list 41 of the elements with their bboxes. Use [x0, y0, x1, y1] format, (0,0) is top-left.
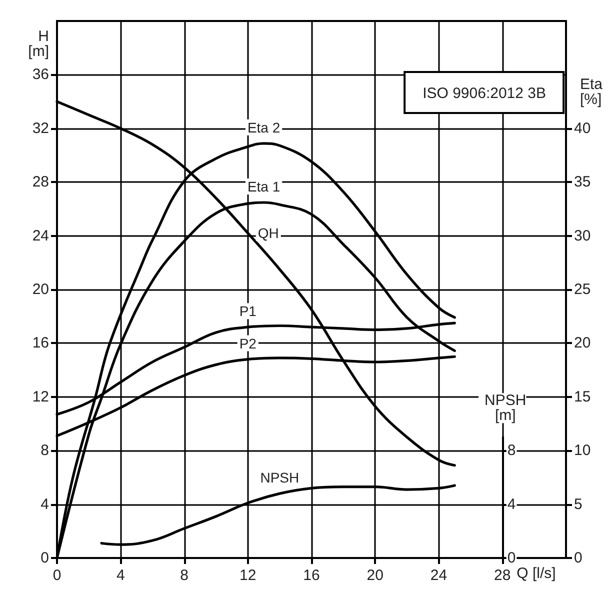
- annotation: ISO 9906:2012 3B: [422, 85, 546, 102]
- y2-tick-label: 10: [574, 442, 591, 460]
- x-tick-label: 16: [303, 567, 320, 584]
- y-axis-title: H [m]: [28, 28, 49, 60]
- y2-tick-label: 40: [574, 120, 591, 137]
- x-tick-label: 8: [180, 567, 188, 584]
- y2-tick-label: 25: [574, 281, 591, 298]
- y-tick-label: 32: [32, 120, 49, 137]
- x-tick-label: 4: [116, 567, 125, 584]
- y2-tick-label: 30: [574, 227, 591, 244]
- y3-tick-label: 4: [507, 496, 516, 513]
- series-label: P1: [239, 303, 257, 320]
- y-tick-label: 36: [32, 66, 49, 84]
- x-tick-label: 28: [494, 567, 511, 584]
- y2-tick-label: 15: [574, 388, 591, 406]
- y3-tick-label: 8: [507, 442, 516, 460]
- x-axis-title: Q [l/s]: [516, 565, 556, 582]
- y2-tick-label: 0: [574, 550, 582, 566]
- y-tick-label: 16: [32, 334, 49, 352]
- y3-axis-title: NPSH [m]: [484, 392, 526, 424]
- series-label: NPSH: [260, 470, 300, 486]
- y3-tick-label: 0: [507, 550, 516, 566]
- x-tick-label: 0: [52, 567, 62, 584]
- series-label: Eta 1: [247, 178, 280, 195]
- y2-tick-label: 5: [574, 496, 582, 513]
- series-label: Eta 2: [247, 119, 280, 136]
- series-label: P2: [239, 335, 257, 352]
- x-tick-label: 20: [366, 567, 384, 584]
- series-label: QH: [258, 225, 279, 242]
- y-tick-label: 28: [32, 174, 49, 191]
- x-tick-label: 12: [240, 567, 256, 584]
- y2-axis-title: Eta [%]: [580, 76, 604, 108]
- y2-tick-label: 35: [574, 174, 591, 191]
- y-tick-label: 24: [32, 227, 49, 244]
- y-tick-label: 8: [40, 442, 49, 460]
- y2-tick-label: 20: [574, 334, 591, 352]
- y-tick-label: 4: [40, 496, 49, 513]
- y-tick-label: 20: [32, 281, 49, 298]
- y-tick-label: 12: [32, 388, 49, 406]
- y-tick-label: 0: [40, 550, 49, 566]
- x-tick-label: 24: [430, 567, 448, 584]
